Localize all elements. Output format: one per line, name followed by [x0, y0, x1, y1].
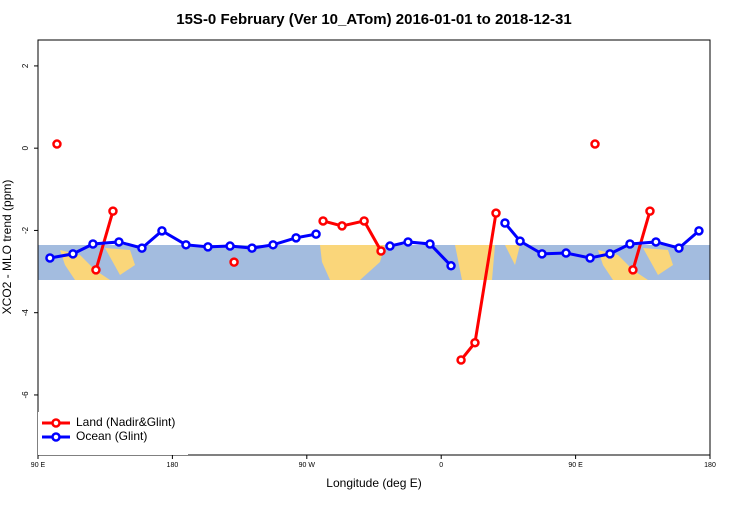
- point: [585, 253, 595, 263]
- y-tick-label: 0: [21, 145, 30, 150]
- point: [181, 240, 191, 250]
- point: [403, 237, 413, 247]
- y-tick-label: -6: [21, 391, 30, 399]
- point: [229, 257, 239, 267]
- chart-title: 15S-0 February (Ver 10_ATom) 2016-01-01 …: [176, 11, 571, 28]
- point: [674, 243, 684, 253]
- point: [88, 239, 98, 249]
- legend-label: Ocean (Glint): [76, 429, 147, 443]
- point: [500, 218, 510, 228]
- legend-marker: [51, 432, 61, 442]
- point: [605, 249, 615, 259]
- point: [359, 216, 369, 226]
- legend-marker: [51, 418, 61, 428]
- land-shapes: [60, 245, 673, 280]
- point: [590, 139, 600, 149]
- x-tick-label: 0: [439, 462, 443, 469]
- point: [337, 221, 347, 231]
- point: [491, 208, 501, 218]
- x-axis-label: Longitude (deg E): [326, 476, 421, 490]
- point: [91, 265, 101, 275]
- point: [157, 226, 167, 236]
- series-line: [94, 210, 652, 361]
- point: [114, 237, 124, 247]
- point: [52, 139, 62, 149]
- point: [247, 243, 257, 253]
- point: [561, 248, 571, 258]
- point: [376, 246, 386, 256]
- point: [318, 216, 328, 226]
- point: [203, 242, 213, 252]
- x-tick-label: 180: [704, 462, 716, 469]
- point: [385, 241, 395, 251]
- point: [268, 240, 278, 250]
- point: [625, 239, 635, 249]
- legend-box: [38, 412, 188, 455]
- point: [291, 233, 301, 243]
- y-tick-label: 2: [21, 63, 30, 68]
- point: [68, 249, 78, 259]
- y-tick-label: -2: [21, 226, 30, 234]
- point: [108, 206, 118, 216]
- point: [537, 249, 547, 259]
- x-tick-label: 90 E: [568, 462, 583, 469]
- point: [45, 253, 55, 263]
- point: [137, 243, 147, 253]
- x-tick-label: 180: [167, 462, 179, 469]
- point: [694, 226, 704, 236]
- point: [446, 261, 456, 271]
- point: [425, 239, 435, 249]
- point: [628, 265, 638, 275]
- y-tick-label: -4: [21, 309, 30, 317]
- point: [456, 355, 466, 365]
- y-axis-label: XCO2 - MLO trend (ppm): [0, 180, 14, 315]
- point: [651, 237, 661, 247]
- point: [225, 241, 235, 251]
- point: [515, 236, 525, 246]
- x-tick-label: 90 W: [299, 462, 316, 469]
- point: [311, 229, 321, 239]
- point: [470, 337, 480, 348]
- plot-frame: [37, 39, 711, 456]
- x-tick-label: 90 E: [31, 462, 46, 469]
- legend-label: Land (Nadir&Glint): [76, 415, 175, 429]
- point: [645, 206, 655, 216]
